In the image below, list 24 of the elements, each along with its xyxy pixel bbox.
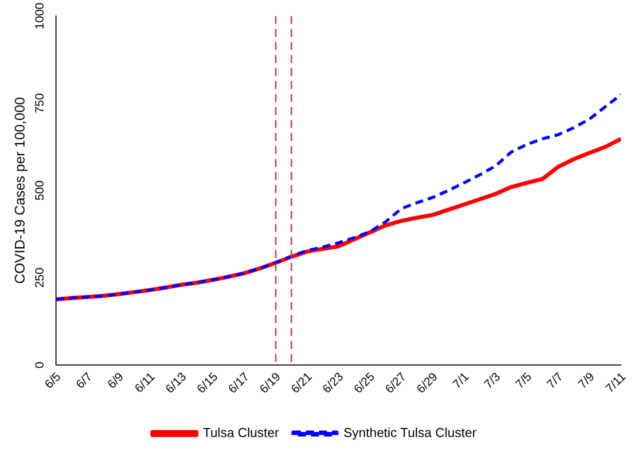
y-tick-label: 750: [32, 92, 46, 114]
legend-label: Synthetic Tulsa Cluster: [343, 425, 478, 440]
x-tick-label: 7/11: [602, 369, 629, 396]
x-tick-label: 7/1: [450, 369, 472, 392]
x-tick-label: 6/9: [104, 369, 126, 392]
y-tick-label: 500: [32, 180, 46, 201]
x-tick-label: 6/19: [256, 369, 284, 396]
x-tick-label: 7/5: [512, 369, 535, 392]
x-tick-label: 7/7: [544, 369, 566, 392]
y-tick-label: 250: [32, 267, 46, 288]
x-tick-label: 6/29: [414, 369, 440, 396]
x-tick-label: 6/5: [42, 369, 64, 392]
x-tick-label: 7/9: [575, 369, 598, 392]
y-tick-label: 0: [32, 361, 46, 368]
x-tick-label: 7/3: [481, 369, 504, 392]
y-axis-title: COVID-19 Cases per 100,000: [11, 96, 28, 284]
x-tick-label: 6/21: [288, 369, 315, 396]
line-series: [56, 93, 621, 301]
legend-label: Tulsa Cluster: [202, 425, 280, 440]
x-tick-label: 6/11: [132, 369, 158, 396]
x-tick-label: 6/7: [73, 369, 96, 392]
y-tick-label: 1000: [32, 2, 46, 30]
x-tick-label: 6/13: [162, 369, 190, 396]
x-tick-label: 6/23: [320, 369, 346, 396]
